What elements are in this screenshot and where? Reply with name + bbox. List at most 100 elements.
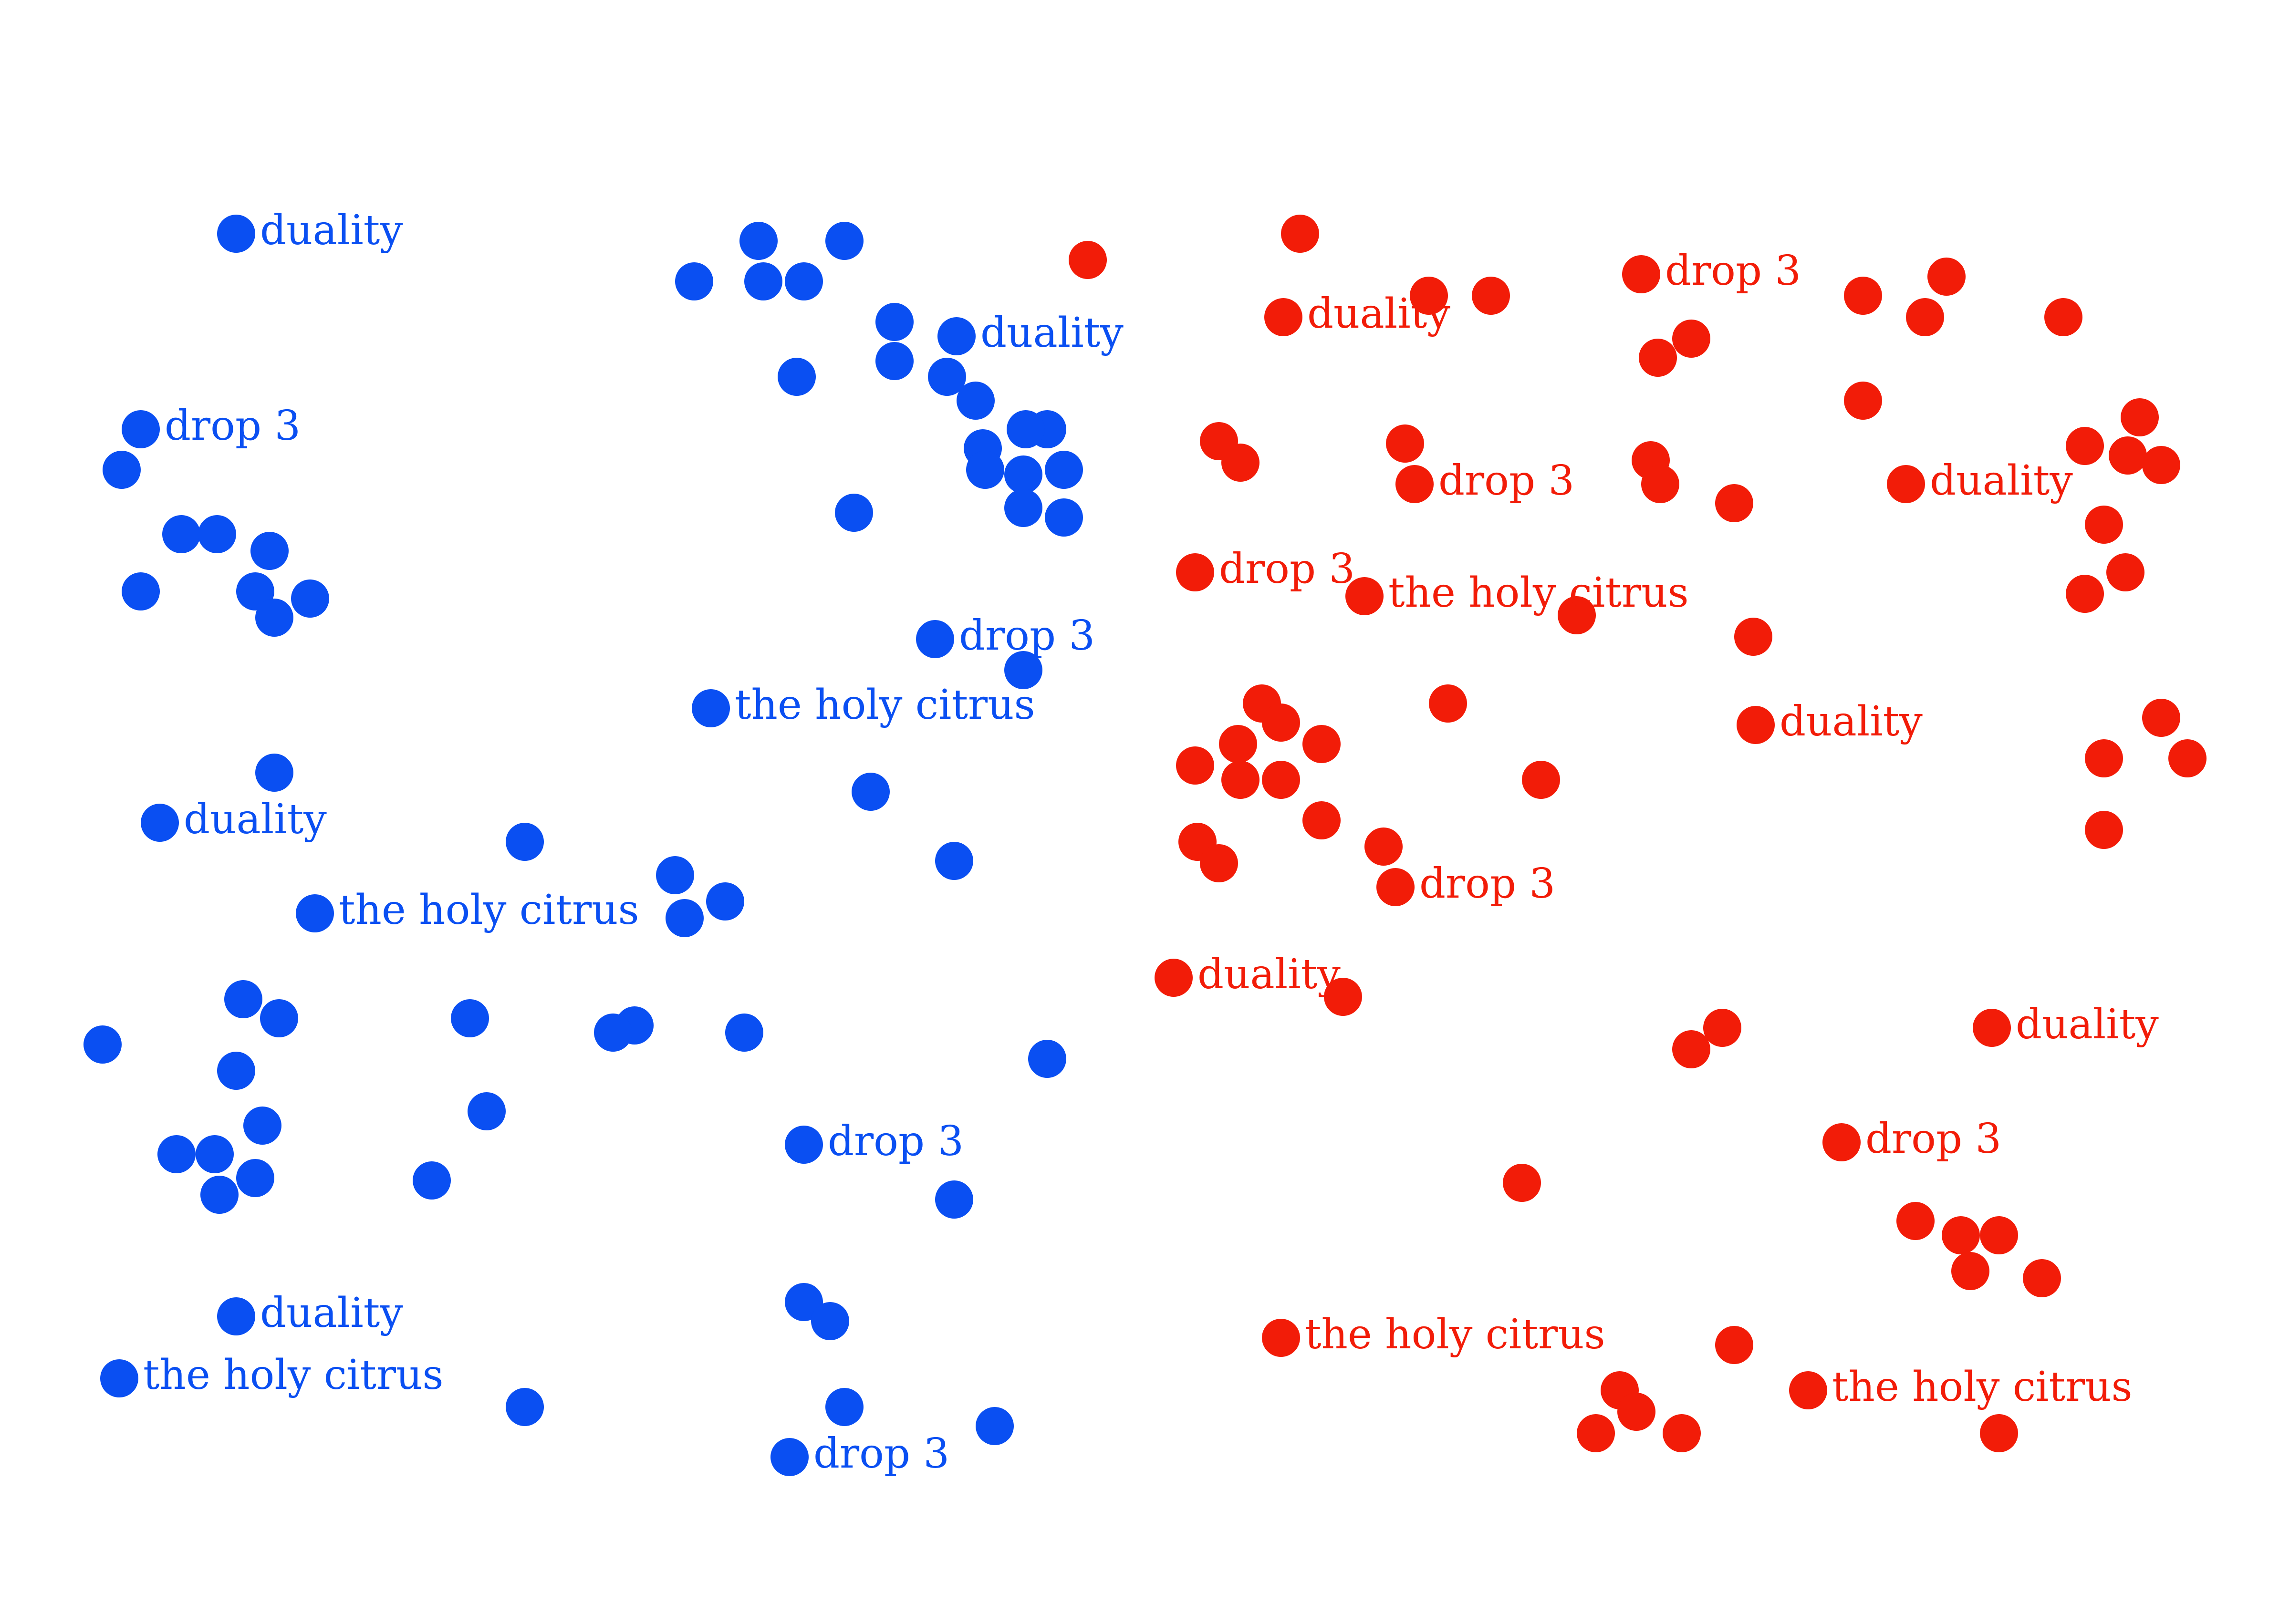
red-labeled-point — [1155, 959, 1193, 997]
red-point — [2168, 739, 2207, 777]
blue-point — [739, 222, 778, 260]
blue-labeled-point — [296, 894, 334, 932]
blue-point — [506, 823, 544, 861]
blue-point — [1004, 455, 1042, 494]
red-point — [2121, 398, 2159, 436]
red-point — [1906, 298, 1944, 336]
red-point — [1176, 746, 1214, 785]
red-point — [2085, 506, 2123, 544]
red-point-label: drop 3 — [1438, 457, 1574, 505]
red-point — [1302, 725, 1341, 763]
blue-point — [935, 842, 973, 880]
red-point-label: the holy citrus — [1388, 569, 1689, 617]
red-point — [1281, 215, 1319, 253]
blue-point — [506, 1388, 544, 1426]
blue-point — [217, 1052, 255, 1090]
blue-point — [1045, 451, 1083, 489]
red-point — [2044, 298, 2082, 336]
red-labeled-point — [1622, 255, 1660, 293]
blue-point — [243, 1107, 281, 1145]
red-point — [1715, 1326, 1753, 1364]
red-point — [1219, 725, 1257, 763]
blue-point — [935, 1180, 973, 1219]
blue-labeled-point — [100, 1359, 138, 1397]
blue-point — [162, 515, 200, 553]
blue-point — [852, 773, 890, 811]
blue-point — [236, 1159, 274, 1197]
red-point — [1896, 1202, 1935, 1240]
blue-point-label: duality — [980, 309, 1124, 357]
blue-point-label: duality — [260, 1289, 403, 1337]
blue-point — [157, 1135, 196, 1173]
red-point — [2066, 575, 2104, 613]
blue-point — [1045, 498, 1083, 537]
blue-point — [122, 572, 160, 610]
blue-point — [976, 1407, 1014, 1445]
red-point — [1558, 596, 1596, 634]
blue-point — [236, 572, 274, 610]
blue-point-label: the holy citrus — [339, 886, 639, 934]
red-point — [1980, 1216, 2018, 1254]
blue-labeled-point — [692, 689, 730, 727]
red-point — [1980, 1414, 2018, 1452]
red-point — [1927, 258, 1966, 296]
red-point — [1672, 1030, 1710, 1068]
red-point — [1472, 277, 1510, 315]
blue-point — [744, 262, 782, 300]
blue-point — [785, 262, 823, 300]
blue-point-label: duality — [260, 207, 403, 254]
red-point — [2085, 739, 2123, 777]
red-point — [2085, 811, 2123, 849]
red-point — [1844, 277, 1882, 315]
blue-point — [785, 1283, 823, 1321]
blue-point — [656, 856, 694, 894]
blue-point — [103, 451, 141, 489]
blue-point — [706, 882, 744, 921]
red-point — [1262, 761, 1300, 799]
red-point — [1522, 761, 1560, 799]
red-point-label: duality — [1307, 290, 1450, 338]
red-point — [2109, 436, 2147, 475]
blue-point — [875, 303, 914, 341]
blue-point-label: the holy citrus — [143, 1351, 444, 1399]
blue-point-label: the holy citrus — [735, 681, 1035, 729]
red-point — [1262, 703, 1300, 742]
blue-point — [825, 222, 864, 260]
red-point — [1577, 1414, 1615, 1452]
blue-point-label: duality — [184, 796, 327, 843]
red-point — [1951, 1252, 1989, 1290]
red-point-label: the holy citrus — [1305, 1311, 1605, 1358]
red-point — [1844, 382, 1882, 420]
red-point — [2023, 1259, 2061, 1297]
red-labeled-point — [1264, 298, 1302, 336]
red-point — [1942, 1216, 1980, 1254]
red-point — [1663, 1414, 1701, 1452]
blue-point — [725, 1014, 763, 1052]
red-point — [1617, 1393, 1655, 1431]
blue-point — [957, 382, 995, 420]
red-point — [1221, 761, 1260, 799]
red-point — [1302, 801, 1341, 839]
blue-point — [594, 1014, 632, 1052]
blue-point — [875, 342, 914, 380]
red-labeled-point — [1345, 577, 1384, 615]
blue-point — [196, 1135, 234, 1173]
blue-point — [291, 579, 329, 618]
red-point-label: drop 3 — [1865, 1115, 2001, 1163]
red-cluster: drop 3 duality drop 3 duality drop 3 the holy… — [1069, 215, 2207, 1452]
blue-point — [825, 1388, 864, 1426]
red-point — [1503, 1164, 1541, 1202]
blue-point — [1004, 489, 1042, 527]
blue-point — [835, 494, 873, 532]
red-point — [1200, 844, 1238, 882]
red-point-label: duality — [1197, 951, 1341, 998]
red-labeled-point — [1822, 1123, 1861, 1161]
red-labeled-point — [1887, 465, 1925, 503]
red-point — [1641, 465, 1679, 503]
blue-labeled-point — [770, 1438, 809, 1476]
blue-point-label: drop 3 — [813, 1430, 949, 1478]
blue-labeled-point — [141, 804, 179, 842]
red-point — [2066, 427, 2104, 465]
